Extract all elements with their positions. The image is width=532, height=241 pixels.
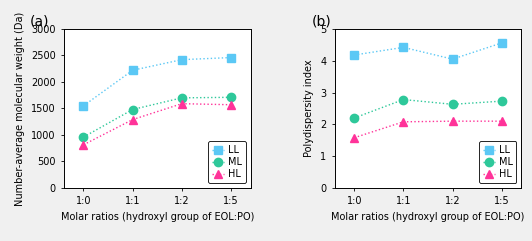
LL: [179, 58, 185, 61]
ML: [351, 117, 358, 120]
Text: (b): (b): [312, 15, 332, 29]
LL: [351, 54, 358, 56]
HL: [129, 118, 136, 121]
ML: [80, 136, 87, 139]
HL: [228, 103, 234, 106]
Line: LL: LL: [79, 54, 235, 110]
HL: [498, 120, 505, 123]
X-axis label: Molar ratios (hydroxyl group of EOL:PO): Molar ratios (hydroxyl group of EOL:PO): [61, 212, 254, 222]
ML: [129, 108, 136, 111]
ML: [400, 98, 406, 101]
LL: [228, 56, 234, 59]
ML: [450, 103, 456, 106]
ML: [228, 96, 234, 99]
Y-axis label: Polydispersity index: Polydispersity index: [304, 60, 314, 157]
ML: [498, 100, 505, 103]
Legend: LL, ML, HL: LL, ML, HL: [209, 141, 246, 183]
LL: [450, 58, 456, 60]
Line: LL: LL: [350, 39, 506, 63]
X-axis label: Molar ratios (hydroxyl group of EOL:PO): Molar ratios (hydroxyl group of EOL:PO): [331, 212, 525, 222]
Y-axis label: Number-average molecular weight (Da): Number-average molecular weight (Da): [15, 11, 25, 206]
Text: (a): (a): [30, 15, 49, 29]
LL: [400, 46, 406, 49]
Line: HL: HL: [79, 100, 235, 149]
Line: ML: ML: [350, 95, 506, 122]
LL: [129, 69, 136, 72]
Line: ML: ML: [79, 93, 235, 141]
HL: [450, 120, 456, 123]
ML: [179, 96, 185, 99]
LL: [498, 41, 505, 44]
HL: [351, 136, 358, 139]
HL: [179, 102, 185, 105]
HL: [400, 120, 406, 123]
Line: HL: HL: [350, 117, 506, 142]
Legend: LL, ML, HL: LL, ML, HL: [479, 141, 517, 183]
LL: [80, 104, 87, 107]
HL: [80, 143, 87, 146]
